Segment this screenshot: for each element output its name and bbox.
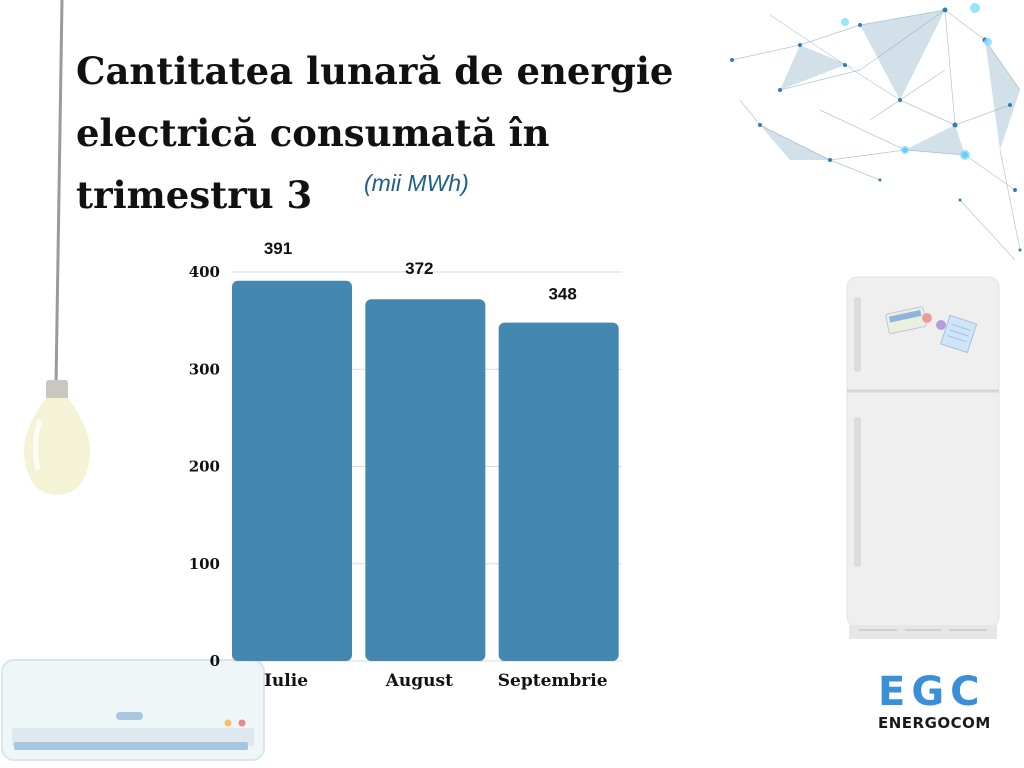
y-tick-label: 300 xyxy=(189,360,220,378)
y-tick-label: 100 xyxy=(189,555,220,573)
bar xyxy=(498,322,619,661)
logo-subtitle: ENERGOCOM xyxy=(878,714,991,732)
chart-title: Cantitatea lunară de energie electrică c… xyxy=(76,49,674,217)
y-tick-label: 0 xyxy=(210,652,220,670)
bar xyxy=(365,299,486,661)
light-bulb-illustration xyxy=(23,0,91,495)
data-label: 372 xyxy=(405,259,433,278)
x-tick-label: Iulie xyxy=(264,671,308,691)
logo-mark: EGC xyxy=(878,669,986,715)
data-label: 391 xyxy=(264,239,292,258)
y-tick-label: 200 xyxy=(189,458,220,476)
x-tick-label: August xyxy=(385,671,453,691)
air-conditioner-illustration xyxy=(1,659,265,761)
bar xyxy=(232,280,352,661)
unit-note: (mii MWh) xyxy=(364,170,469,196)
x-tick-label: Septembrie xyxy=(498,671,608,691)
egc-logo: EGC ENERGOCOM xyxy=(878,672,1008,732)
data-label: 348 xyxy=(548,285,576,304)
y-tick-label: 400 xyxy=(189,263,220,281)
refrigerator-illustration xyxy=(846,276,1000,639)
